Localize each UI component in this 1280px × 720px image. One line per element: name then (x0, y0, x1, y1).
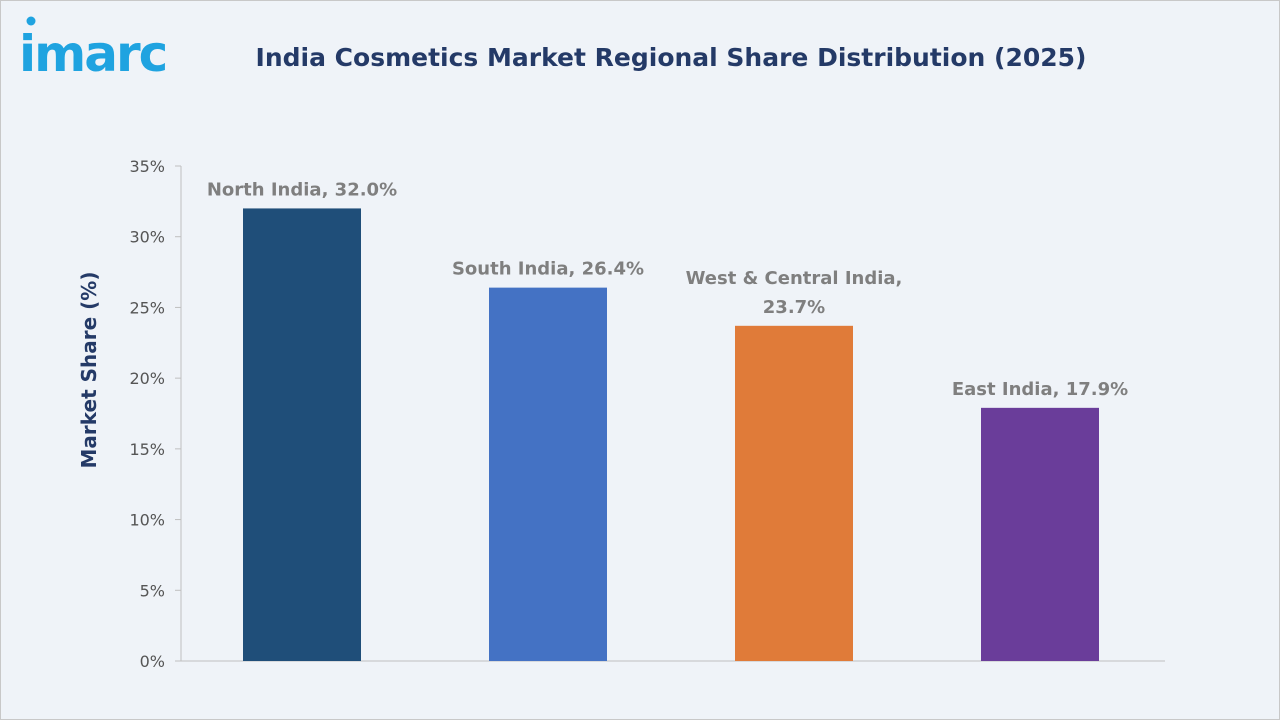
data-label: 23.7% (763, 297, 825, 318)
data-label: West & Central India, (686, 268, 903, 289)
y-tick-label: 10% (129, 511, 165, 530)
bar-south-india (489, 287, 607, 661)
imarc-logo: imarc (19, 16, 168, 81)
y-tick-label: 20% (129, 369, 165, 388)
bar-east-india (981, 407, 1099, 661)
y-tick-label: 25% (129, 298, 165, 317)
data-label: North India, 32.0% (207, 179, 397, 200)
y-tick-label: 15% (129, 440, 165, 459)
y-tick-label: 35% (129, 157, 165, 176)
y-tick-label: 30% (129, 228, 165, 247)
y-tick-label: 0% (140, 652, 165, 671)
y-tick-label: 5% (140, 581, 165, 600)
bar-north-india (243, 208, 361, 661)
y-axis-label: Market Share (%) (77, 272, 101, 469)
data-label: South India, 26.4% (452, 259, 644, 280)
chart-title: India Cosmetics Market Regional Share Di… (255, 43, 1087, 72)
svg-text:imarc: imarc (19, 25, 166, 81)
data-label: East India, 17.9% (952, 379, 1128, 400)
bar-west-central-india (735, 325, 853, 661)
